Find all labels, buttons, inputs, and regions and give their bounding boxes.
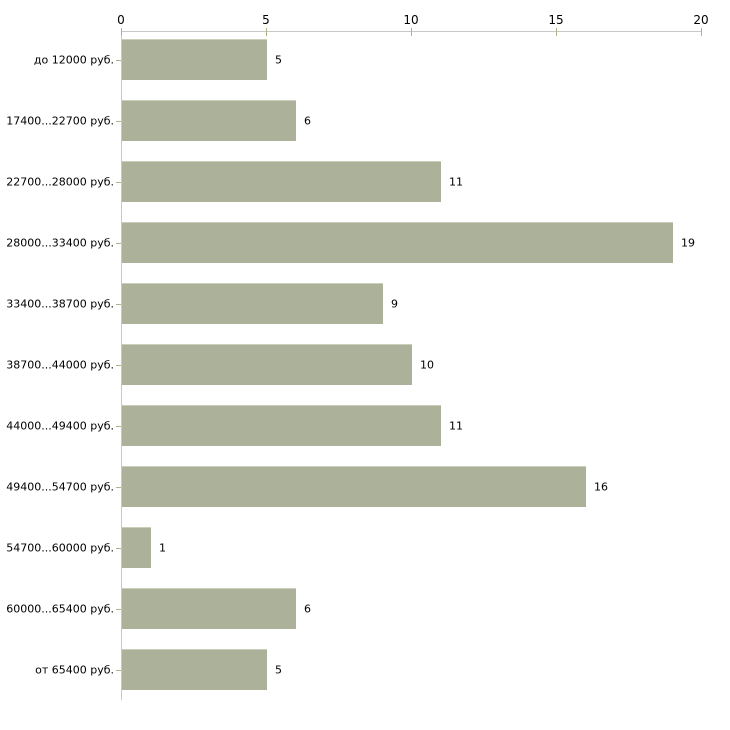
bar-value-label: 19	[681, 236, 695, 249]
bar-value-label: 10	[420, 358, 434, 371]
bar	[122, 527, 151, 568]
bar-value-label: 5	[275, 663, 282, 676]
x-axis-tick	[121, 28, 122, 36]
x-axis-tick	[701, 28, 702, 36]
x-axis-tick-label: 0	[117, 13, 125, 27]
bar-value-label: 6	[304, 602, 311, 615]
category-label: 60000...65400 руб.	[6, 602, 114, 615]
category-tick	[116, 303, 121, 305]
category-label: 38700...44000 руб.	[6, 358, 114, 371]
category-label: 44000...49400 руб.	[6, 419, 114, 432]
bar-value-label: 6	[304, 114, 311, 127]
bar-value-label: 11	[449, 419, 463, 432]
bar-value-label: 5	[275, 53, 282, 66]
bar-value-label: 16	[594, 480, 608, 493]
x-axis-tick	[556, 28, 557, 36]
bar	[122, 405, 441, 446]
category-label: 17400...22700 руб.	[6, 114, 114, 127]
x-axis-tick	[266, 28, 267, 36]
category-label: 22700...28000 руб.	[6, 175, 114, 188]
bar	[122, 100, 296, 141]
bar-value-label: 11	[449, 175, 463, 188]
category-tick	[116, 59, 121, 61]
y-axis-line	[121, 31, 122, 700]
category-label: 49400...54700 руб.	[6, 480, 114, 493]
x-axis-tick-label: 15	[548, 13, 564, 27]
category-tick	[116, 364, 121, 366]
x-axis-tick-label: 5	[262, 13, 270, 27]
bar	[122, 283, 383, 324]
bar-value-label: 9	[391, 297, 398, 310]
bar	[122, 588, 296, 629]
category-label: до 12000 руб.	[33, 53, 114, 66]
bar-value-label: 1	[159, 541, 166, 554]
bar	[122, 222, 673, 263]
category-tick	[116, 425, 121, 427]
category-tick	[116, 608, 121, 610]
bar	[122, 466, 586, 507]
category-label: 33400...38700 руб.	[6, 297, 114, 310]
category-tick	[116, 669, 121, 671]
category-tick	[116, 181, 121, 183]
category-label: от 65400 руб.	[35, 663, 114, 676]
category-label: 28000...33400 руб.	[6, 236, 114, 249]
category-tick	[116, 547, 121, 549]
bar	[122, 39, 267, 80]
bar	[122, 649, 267, 690]
bar	[122, 161, 441, 202]
category-tick	[116, 486, 121, 488]
x-axis-tick-label: 10	[403, 13, 419, 27]
category-label: 54700...60000 руб.	[6, 541, 114, 554]
bar	[122, 344, 412, 385]
x-axis-tick	[411, 28, 412, 36]
x-axis-tick-label: 20	[693, 13, 709, 27]
category-tick	[116, 120, 121, 122]
category-tick	[116, 242, 121, 244]
